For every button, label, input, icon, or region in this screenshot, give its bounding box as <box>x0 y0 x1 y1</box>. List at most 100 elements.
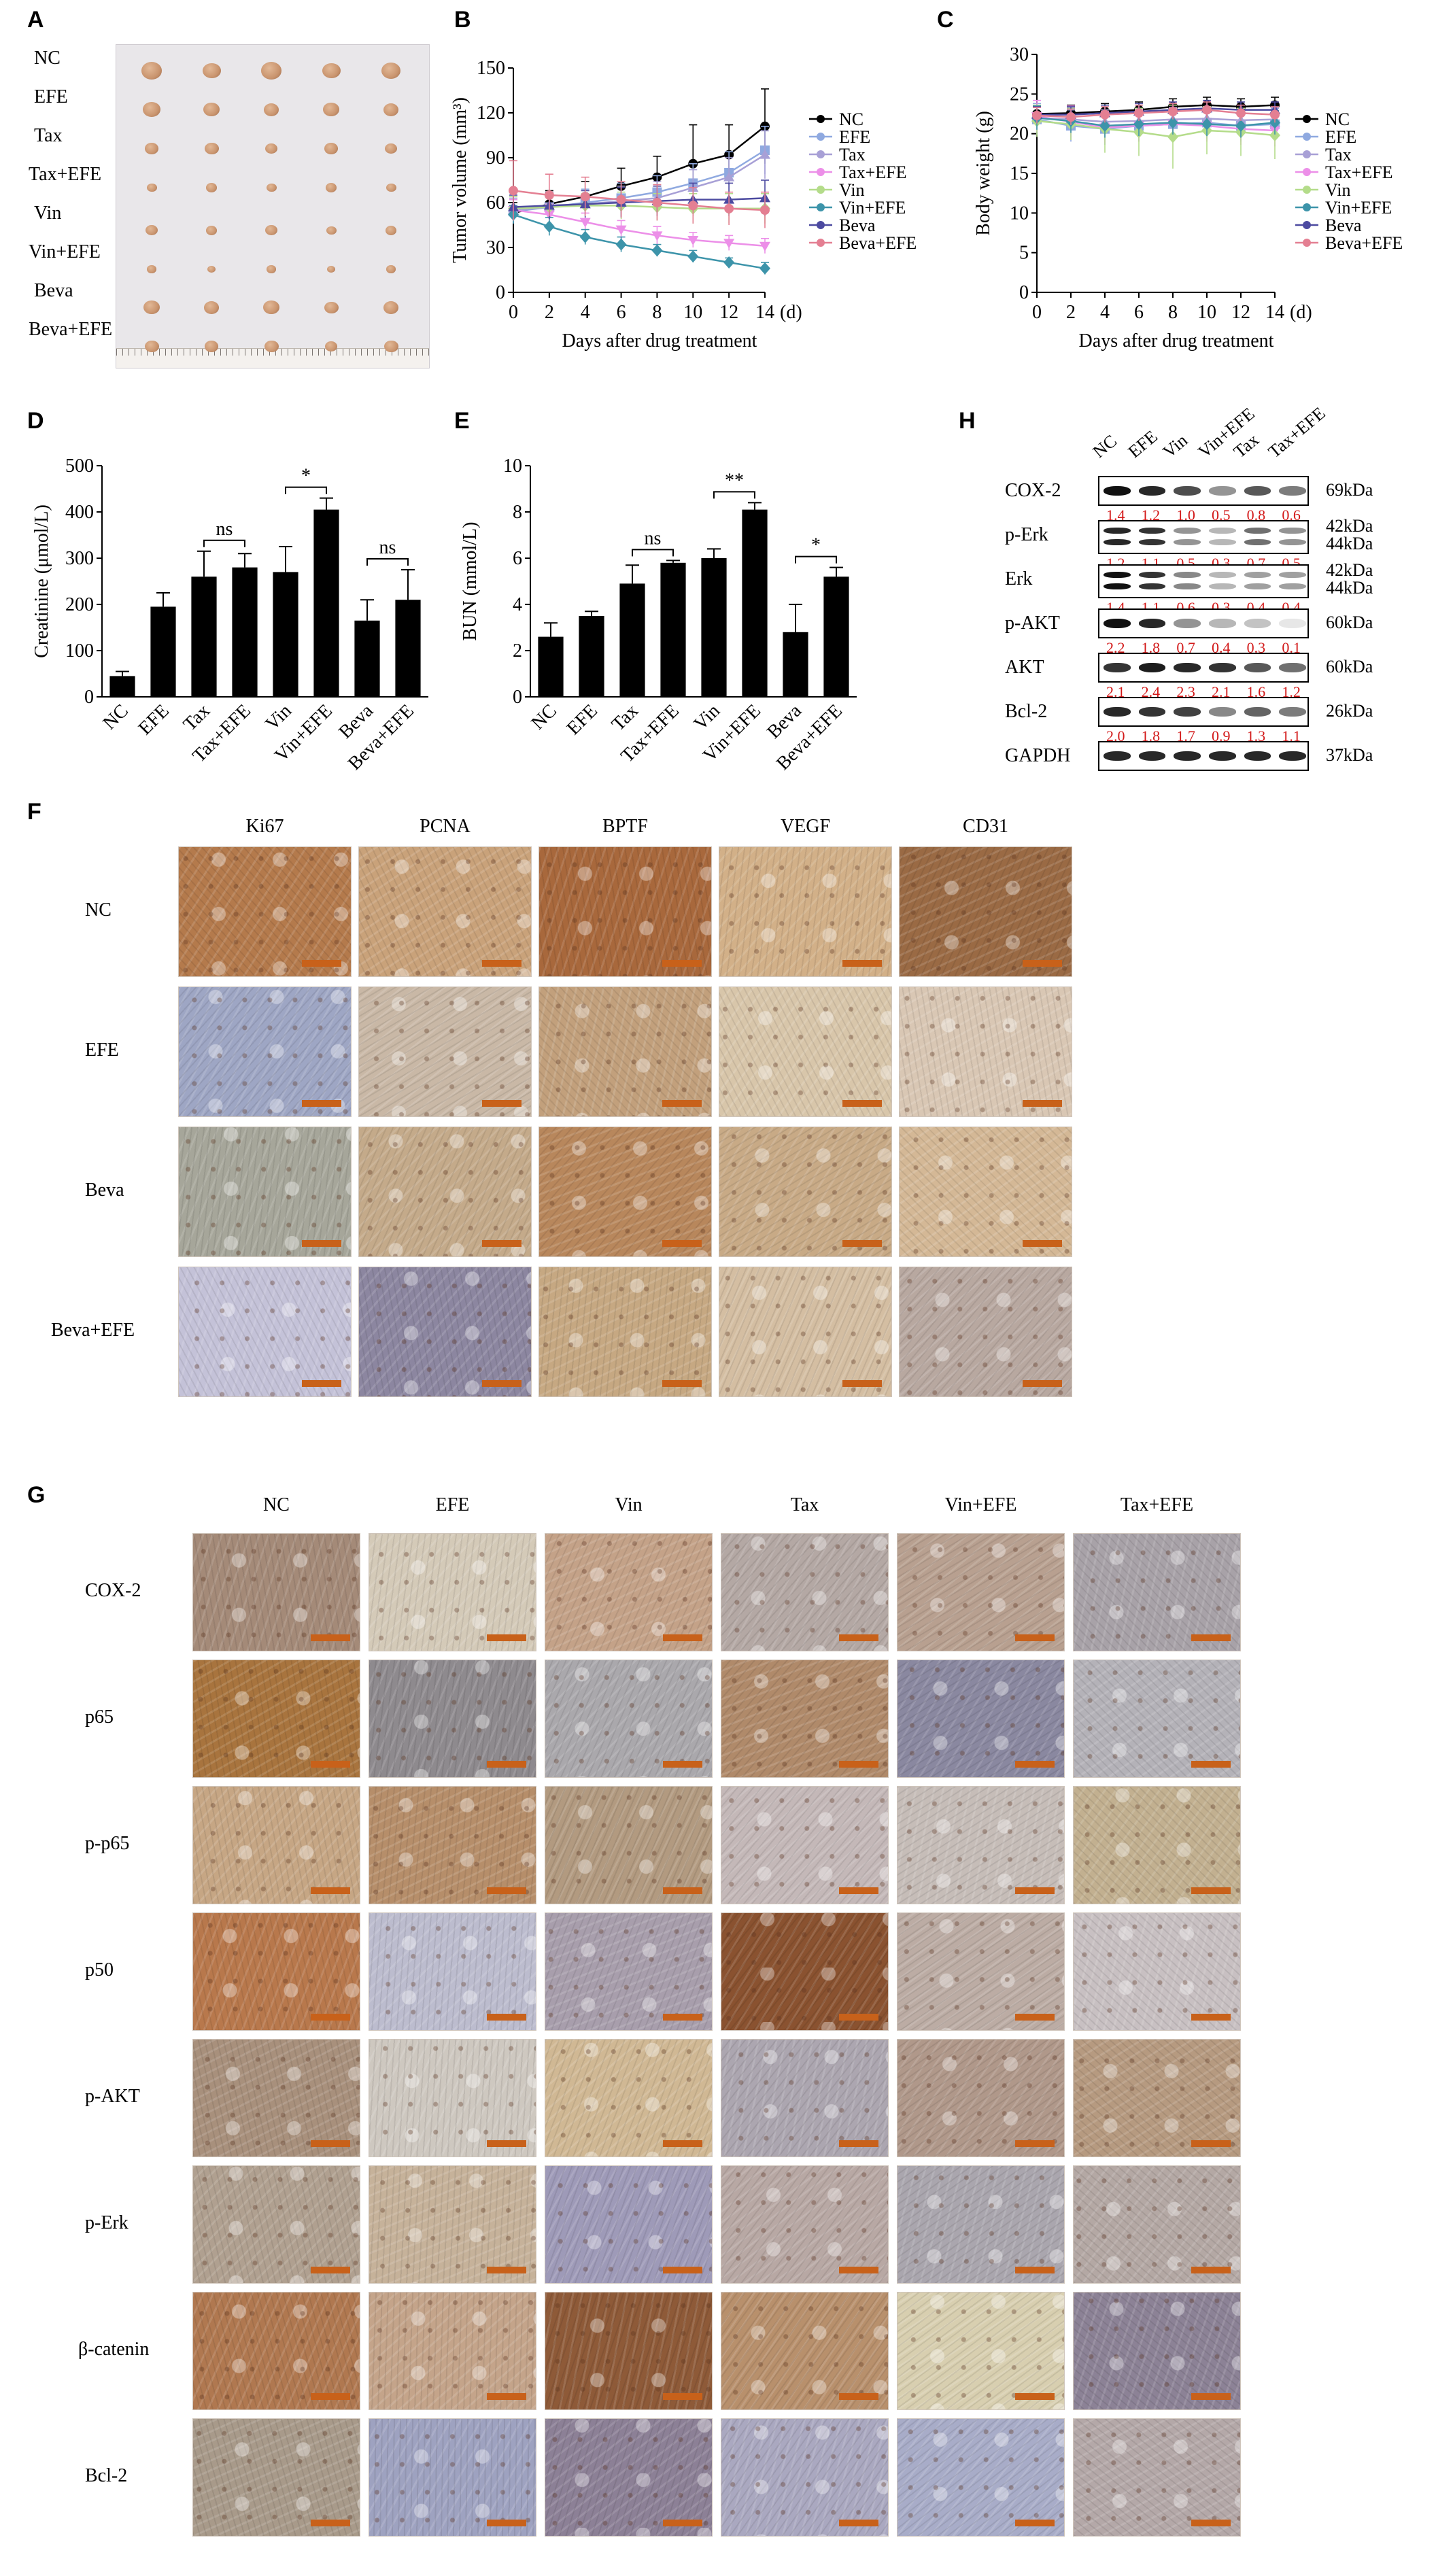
tumor <box>386 265 396 273</box>
blot-band <box>1104 707 1131 717</box>
data-point <box>1235 120 1246 132</box>
x-tick-label: 8 <box>652 302 662 323</box>
blot-band <box>1104 539 1131 545</box>
tumor <box>205 341 218 352</box>
ihc-image <box>1073 1912 1241 2031</box>
legend-label-0: NC <box>839 109 864 129</box>
blot-band <box>1279 619 1306 628</box>
x-tick-label: 0 <box>1032 302 1042 323</box>
y-tick-label: 120 <box>477 103 505 124</box>
tumor <box>323 103 339 117</box>
tumor <box>324 143 338 154</box>
legend-label-5: Vin+EFE <box>1325 198 1392 218</box>
ihc-image <box>1073 1660 1241 1778</box>
scale-bar <box>487 2014 526 2021</box>
significance-label: * <box>301 466 311 487</box>
panel-label-g: G <box>27 1482 46 1508</box>
significance-label: ns <box>379 537 396 558</box>
scale-bar <box>839 2140 878 2147</box>
x-tick-label: EFE <box>563 700 602 739</box>
x-tick-label: Vin <box>690 700 724 734</box>
blot-row-label-4: AKT <box>1005 657 1044 678</box>
legend-marker <box>1303 221 1311 229</box>
x-axis-label: Days after drug treatment <box>1079 330 1274 351</box>
group-label-0: NC <box>34 48 61 69</box>
scale-bar <box>839 2014 878 2021</box>
ihc-image <box>719 986 892 1117</box>
column-header-0: NC <box>263 1494 290 1515</box>
blot-box <box>1098 564 1309 598</box>
blot-band <box>1138 528 1166 534</box>
ihc-image <box>545 1786 713 1904</box>
scale-bar <box>842 1100 882 1107</box>
bar <box>395 600 421 697</box>
ihc-image <box>721 1786 889 1904</box>
tumor-volume-chart: 0 30 60 90 120 150 0 2 4 6 8 10 12 14 (d) Days after dr… <box>449 58 917 351</box>
legend-label-6: Beva <box>839 216 876 235</box>
blot-band <box>1138 583 1166 589</box>
legend-label-7: Beva+EFE <box>1325 233 1403 253</box>
data-point <box>544 190 554 200</box>
blot-band <box>1279 583 1306 589</box>
scale-bar <box>662 1380 702 1387</box>
y-tick-label: 0 <box>1019 282 1029 303</box>
x-tick-label: 12 <box>719 302 738 323</box>
group-label-4: Vin <box>34 203 62 224</box>
blot-band <box>1104 572 1131 578</box>
data-point <box>616 194 626 205</box>
blot-band <box>1104 486 1131 496</box>
legend-label-4: Vin <box>839 180 864 200</box>
x-tick-label: 4 <box>1100 302 1110 323</box>
ihc-image <box>178 986 352 1117</box>
scale-bar <box>311 1761 350 1768</box>
bar <box>273 572 298 697</box>
group-label-3: Tax+EFE <box>29 164 102 185</box>
scale-bar <box>487 2267 526 2273</box>
scale-bar <box>663 1761 702 1768</box>
legend-marker <box>1303 239 1311 247</box>
scale-bar <box>1191 1761 1231 1768</box>
x-unit-label: (d) <box>780 302 802 323</box>
tumor <box>322 63 341 79</box>
blot-band <box>1209 528 1236 534</box>
bar <box>579 616 604 697</box>
ihc-image <box>192 2418 360 2537</box>
scale-bar <box>842 1240 882 1247</box>
ihc-image <box>539 986 712 1117</box>
ihc-image <box>897 2292 1065 2410</box>
row-label-2: p-p65 <box>85 1833 130 1854</box>
y-tick-label: 100 <box>65 640 94 662</box>
column-header-3: VEGF <box>780 816 831 837</box>
ihc-image <box>192 1533 360 1651</box>
legend-label-4: Vin <box>1325 180 1350 200</box>
tumor <box>204 142 219 155</box>
x-tick-label: 10 <box>683 302 702 323</box>
ihc-image <box>721 2165 889 2284</box>
blot-band <box>1174 619 1201 628</box>
tumor <box>385 225 397 235</box>
series-line <box>1036 104 1276 115</box>
tumor <box>146 183 157 192</box>
ihc-image <box>897 1533 1065 1651</box>
legend-label-6: Beva <box>1325 216 1362 235</box>
tumor <box>261 62 281 80</box>
x-tick-label: 2 <box>1066 302 1076 323</box>
lane-label-2: Vin <box>1159 430 1192 462</box>
data-point <box>1202 105 1212 115</box>
series-line <box>513 190 766 211</box>
column-header-2: Vin <box>615 1494 643 1515</box>
tumor <box>325 341 337 352</box>
scale-bar <box>663 1634 702 1641</box>
y-tick-label: 500 <box>65 456 94 477</box>
scale-bar <box>1191 2014 1231 2021</box>
data-point <box>1066 112 1076 122</box>
scale-bar <box>482 1100 522 1107</box>
blot-band <box>1104 751 1131 761</box>
significance-bracket <box>285 486 327 494</box>
scale-bar <box>1191 1634 1231 1641</box>
tumor <box>207 266 216 273</box>
data-point <box>615 225 627 235</box>
y-tick-label: 2 <box>513 640 522 662</box>
data-point <box>723 171 735 182</box>
blot-row-label-1: p-Erk <box>1005 524 1048 545</box>
